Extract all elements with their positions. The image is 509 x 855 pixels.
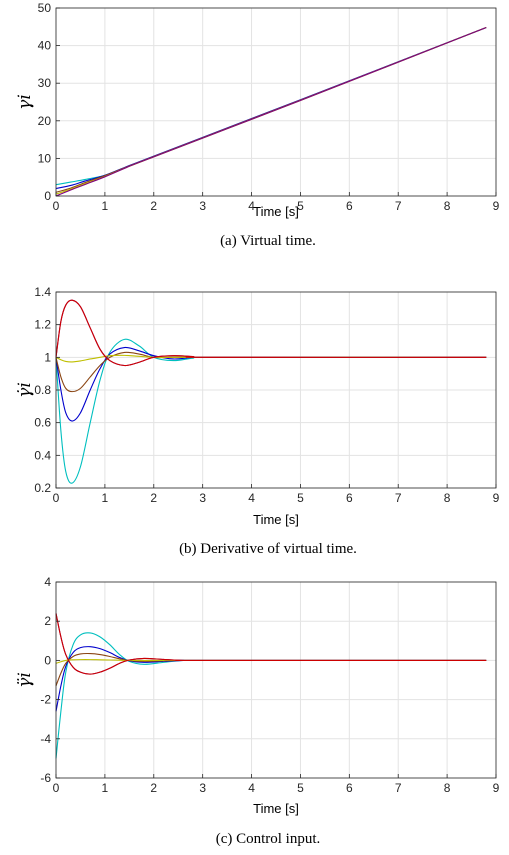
panel-c-series-line-1 bbox=[55, 632, 487, 759]
panel-a-xtick-label: 7 bbox=[395, 199, 402, 213]
panel-c-xtick-label: 8 bbox=[444, 781, 451, 795]
panel-a-ytick-label: 20 bbox=[38, 114, 52, 128]
panel-a-xtick-label: 1 bbox=[102, 199, 109, 213]
panel-a-ytick-label: 50 bbox=[38, 1, 52, 15]
panel-c-ytick-label: 0 bbox=[44, 653, 51, 667]
panel-b-xlabel: Time [s] bbox=[253, 512, 299, 527]
panel-a-xtick-label: 4 bbox=[248, 199, 255, 213]
panel-c: 0 1 2 3 4 5 6 7 8 9 -6 -4 -2 0 2 4 Time [s] γ̈i (c) Con… bbox=[15, 575, 500, 847]
panel-a-ytick-label: 30 bbox=[38, 76, 52, 90]
panel-a-ytick-label: 0 bbox=[44, 189, 51, 203]
panel-b-xtick-label: 2 bbox=[150, 491, 157, 505]
panel-b-xtick-label: 8 bbox=[444, 491, 451, 505]
panel-b-xtick-label: 9 bbox=[493, 491, 500, 505]
panel-c-series-line-5 bbox=[55, 613, 487, 675]
panel-c-ytick-label: -4 bbox=[40, 732, 51, 746]
panel-a-ytick-label: 40 bbox=[38, 39, 52, 53]
panel-b-xtick-label: 7 bbox=[395, 491, 402, 505]
panel-b-series-line-6 bbox=[55, 299, 487, 367]
panel-c-xtick-label: 6 bbox=[346, 781, 353, 795]
panel-a-xtick-label: 0 bbox=[53, 199, 60, 213]
panel-c-xtick-label: 9 bbox=[493, 781, 500, 795]
panel-a-caption: (a) Virtual time. bbox=[220, 233, 316, 249]
panel-b-xtick-label: 6 bbox=[346, 491, 353, 505]
panel-a-series-line-2 bbox=[55, 27, 487, 190]
panel-c-ytick-label: -2 bbox=[40, 693, 51, 707]
panel-c-xtick-label: 5 bbox=[297, 781, 304, 795]
panel-a-xlabel: Time [s] bbox=[253, 204, 299, 219]
panel-b-ytick-label: 0.6 bbox=[34, 416, 51, 430]
panel-a-xtick-label: 3 bbox=[199, 199, 206, 213]
panel-c-series-line-2 bbox=[55, 646, 487, 712]
panel-c-ytick-label: 4 bbox=[44, 575, 51, 589]
panel-b-ytick-label: 0.8 bbox=[34, 383, 51, 397]
panel-b-xtick-label: 0 bbox=[53, 491, 60, 505]
panel-b-xtick-label: 4 bbox=[248, 491, 255, 505]
panel-b: 0 1 2 3 4 5 6 7 8 9 0.2 0.4 0.6 0.8 1 1.2 1.4 Time [s] γ… bbox=[15, 285, 500, 557]
panel-c-xtick-label: 1 bbox=[102, 781, 109, 795]
panel-c-frame bbox=[55, 581, 497, 779]
panel-b-ytick-label: 1.2 bbox=[34, 318, 51, 332]
panel-a-xtick-label: 2 bbox=[150, 199, 157, 213]
panel-b-ytick-label: 1.4 bbox=[34, 285, 51, 299]
panel-b-xtick-label: 1 bbox=[102, 491, 109, 505]
panel-c-xtick-label: 4 bbox=[248, 781, 255, 795]
panel-b-caption: (b) Derivative of virtual time. bbox=[179, 541, 357, 557]
panel-c-xtick-label: 3 bbox=[199, 781, 206, 795]
panel-a: 0 1 2 3 4 5 6 7 8 9 0 10 20 30 40 50 Time [s] γi (a) Vi… bbox=[15, 1, 500, 249]
panel-a-xtick-label: 5 bbox=[297, 199, 304, 213]
panel-a-xtick-label: 6 bbox=[346, 199, 353, 213]
panel-b-series-line-2 bbox=[55, 346, 487, 422]
panel-a-series-line-3 bbox=[55, 27, 487, 193]
panel-c-xtick-label: 2 bbox=[150, 781, 157, 795]
panel-b-ytick-label: 0.4 bbox=[34, 448, 51, 462]
panel-c-ytick-label: -6 bbox=[40, 771, 51, 785]
panel-c-xtick-label: 0 bbox=[53, 781, 60, 795]
panel-b-ylabel: γ̇i bbox=[15, 382, 35, 398]
panel-b-series-line-3 bbox=[55, 351, 487, 393]
panel-b-ytick-label: 1 bbox=[44, 350, 51, 364]
panel-a-frame bbox=[55, 7, 497, 197]
panel-b-xtick-label: 3 bbox=[199, 491, 206, 505]
panel-c-series-line-6 bbox=[55, 613, 487, 675]
panel-a-series-line-5 bbox=[55, 27, 487, 197]
panel-b-series-line-1 bbox=[55, 338, 487, 484]
panel-c-ytick-label: 2 bbox=[44, 614, 51, 628]
panel-b-ytick-label: 0.2 bbox=[34, 481, 51, 495]
panel-c-xlabel: Time [s] bbox=[253, 801, 299, 816]
panel-c-xtick-label: 7 bbox=[395, 781, 402, 795]
panel-a-series-line-1 bbox=[55, 27, 487, 186]
panel-b-xtick-label: 5 bbox=[297, 491, 304, 505]
panel-c-ylabel: γ̈i bbox=[15, 672, 35, 688]
panel-c-caption: (c) Control input. bbox=[216, 831, 321, 847]
panel-a-ylabel: γi bbox=[15, 94, 35, 110]
panel-b-series-line-4 bbox=[55, 354, 487, 363]
panel-a-ytick-label: 10 bbox=[38, 151, 52, 165]
panel-a-xtick-label: 8 bbox=[444, 199, 451, 213]
panel-a-xtick-label: 9 bbox=[493, 199, 500, 213]
